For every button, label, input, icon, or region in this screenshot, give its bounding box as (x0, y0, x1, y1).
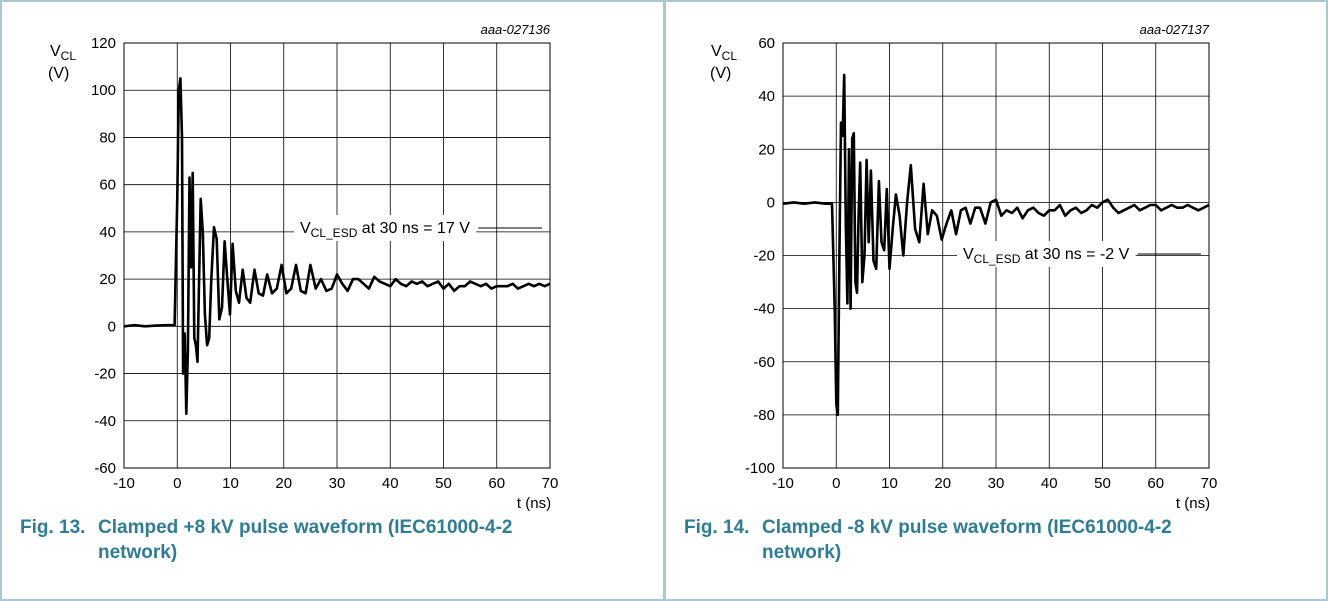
x-tick-label: 40 (1041, 475, 1058, 492)
y-tick-label: -60 (94, 460, 116, 477)
y-tick-label: 60 (758, 35, 775, 52)
y-tick-label: 40 (758, 88, 775, 105)
chart-fig-13: -10 0 10 20 30 40 50 60 70 -60 -40 -20 0 20 40 60 80 100 1… (48, 22, 559, 512)
x-axis-label: t (ns) (517, 495, 551, 512)
y-tick-label: -20 (753, 248, 775, 265)
x-tick-label: 70 (542, 475, 559, 492)
y-axis-label: VCL (50, 43, 76, 63)
y-axis-unit: (V) (48, 65, 69, 82)
x-tick-label: 0 (832, 475, 840, 492)
annotation-text: VCL_ESD at 30 ns = -2 V (963, 246, 1130, 266)
x-tick-label: 70 (1201, 475, 1218, 492)
y-tick-label: 20 (99, 271, 116, 288)
figure-panel-13: -10 0 10 20 30 40 50 60 70 -60 -40 -20 0 20 40 60 80 100 1… (0, 0, 665, 601)
x-tick-label: 50 (435, 475, 452, 492)
x-tick-label: 30 (988, 475, 1005, 492)
annotation-text: VCL_ESD at 30 ns = 17 V (300, 220, 470, 240)
y-tick-label: 60 (99, 177, 116, 194)
chart-fig-14: -10 0 10 20 30 40 50 60 70-100-80-60-40-20020406… (710, 22, 1218, 512)
y-tick-label: -20 (94, 366, 116, 383)
figure-title-line2: network) (762, 542, 842, 563)
x-tick-label: 30 (329, 475, 346, 492)
figure-caption: Fig. 13. Clamped +8 kV pulse waveform (IE… (20, 515, 640, 565)
plot-frame (123, 42, 551, 469)
figure-code: aaa-027136 (481, 22, 551, 37)
y-tick-label: -40 (94, 413, 116, 430)
y-axis-label: VCL (711, 43, 737, 63)
y-tick-label: -80 (753, 407, 775, 424)
y-tick-label: 20 (758, 141, 775, 158)
y-axis-unit: (V) (710, 65, 731, 82)
x-tick-label: 20 (934, 475, 951, 492)
y-tick-label: 0 (108, 318, 116, 335)
x-tick-label: 50 (1094, 475, 1111, 492)
x-tick-label: 10 (881, 475, 898, 492)
y-tick-label: 80 (99, 129, 116, 146)
waveform-trace (782, 73, 1210, 417)
figure-code: aaa-027137 (1140, 22, 1210, 37)
y-tick-label: -100 (745, 460, 775, 477)
figure-title-line2: network) (98, 542, 178, 563)
x-tick-label: -10 (113, 475, 135, 492)
figure-panel-14: -10 0 10 20 30 40 50 60 70 -100 -80 -60 -40 -20 0 20 40 6… (664, 0, 1328, 601)
x-tick-label: -10 (772, 475, 794, 492)
x-tick-label: 40 (382, 475, 399, 492)
y-tick-label: 0 (767, 194, 775, 211)
x-tick-label: 10 (222, 475, 239, 492)
annotation: VCL_ESD at 30 ns = 17 V (294, 215, 542, 241)
annotation-background (957, 241, 1136, 267)
figure-number: Fig. 13. (20, 517, 86, 538)
y-tick-label: -40 (753, 301, 775, 318)
y-tick-label: 100 (91, 82, 116, 99)
figure-title-line1: Clamped +8 kV pulse waveform (IEC61000-4… (98, 517, 513, 538)
plot-frame (782, 42, 1210, 469)
annotation-background (294, 215, 477, 241)
x-tick-label: 60 (1147, 475, 1164, 492)
figure-number: Fig. 14. (684, 517, 750, 538)
x-tick-label: 20 (275, 475, 292, 492)
x-axis-label: t (ns) (1176, 495, 1210, 512)
y-tick-label: -60 (753, 354, 775, 371)
figure-caption: Fig. 14. Clamped -8 kV pulse waveform (IE… (684, 515, 1304, 565)
annotation: VCL_ESD at 30 ns = -2 V (957, 241, 1201, 267)
figure-title-line1: Clamped -8 kV pulse waveform (IEC61000-4… (762, 517, 1172, 538)
x-tick-label: 60 (488, 475, 505, 492)
y-tick-label: 40 (99, 224, 116, 241)
x-tick-label: 0 (173, 475, 181, 492)
waveform-trace (123, 77, 551, 415)
y-tick-label: 120 (91, 35, 116, 52)
